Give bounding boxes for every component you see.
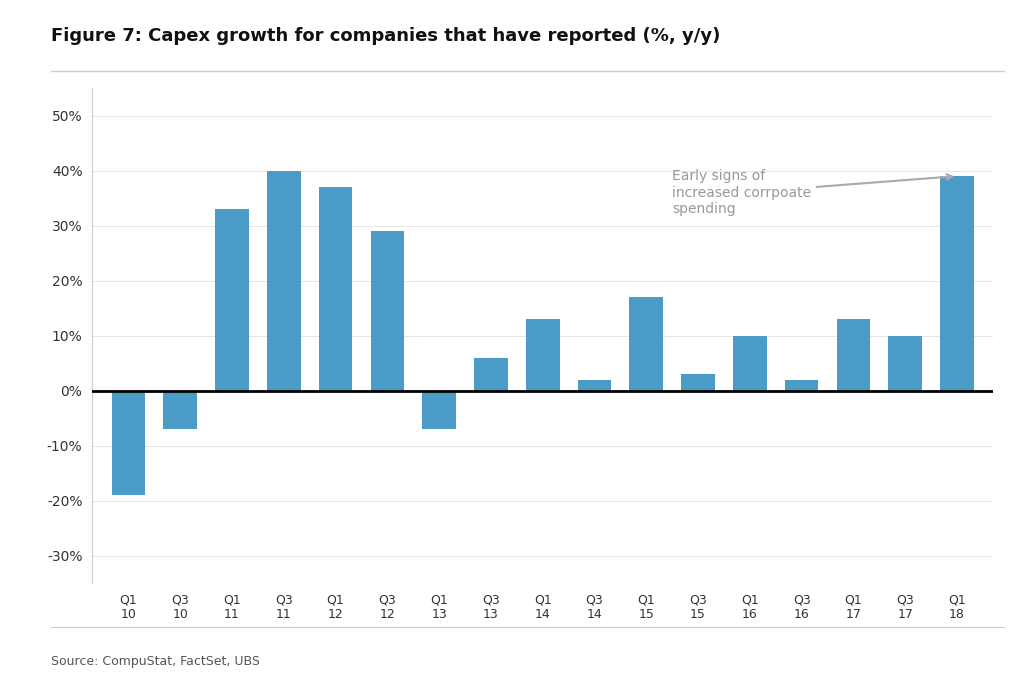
Bar [215, 209, 249, 391]
Bar [681, 374, 715, 391]
Bar [422, 391, 456, 429]
Bar [630, 297, 664, 391]
Text: Figure 7: Capex growth for companies that have reported (%, y/y): Figure 7: Capex growth for companies tha… [51, 27, 721, 45]
Bar [474, 357, 508, 391]
Text: Source: CompuStat, FactSet, UBS: Source: CompuStat, FactSet, UBS [51, 655, 260, 668]
Bar [837, 319, 870, 391]
Text: Early signs of
increased corrpoate
spending: Early signs of increased corrpoate spend… [672, 170, 952, 216]
Bar [318, 187, 352, 391]
Bar [578, 380, 611, 391]
Bar [889, 336, 922, 391]
Bar [112, 391, 145, 495]
Bar [371, 231, 404, 391]
Bar [784, 380, 818, 391]
Bar [526, 319, 559, 391]
Bar [267, 171, 301, 391]
Bar [733, 336, 767, 391]
Bar [940, 176, 974, 391]
Bar [164, 391, 197, 429]
